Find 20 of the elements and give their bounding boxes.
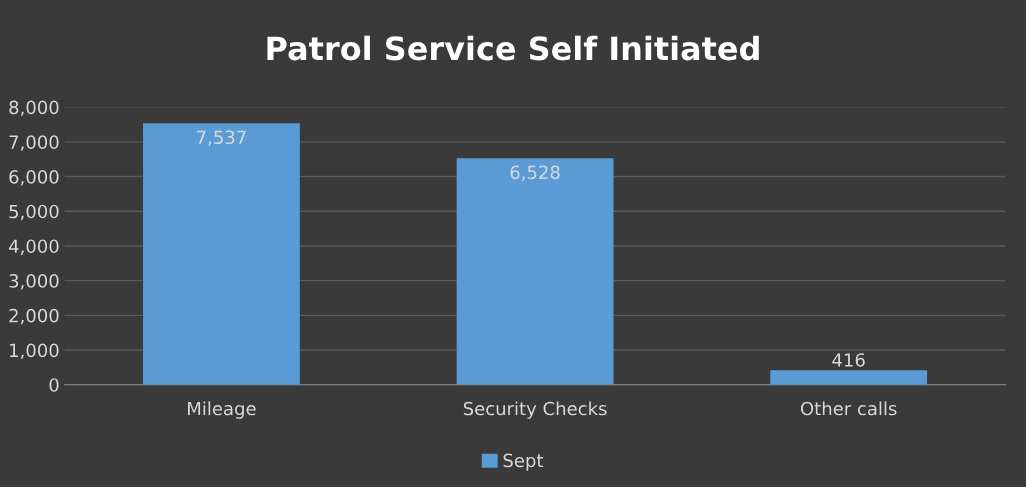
legend-label: Sept <box>503 453 544 471</box>
y-tick-label: 0 <box>49 378 59 392</box>
data-label: 416 <box>832 353 865 367</box>
bar <box>143 123 300 385</box>
x-tick-label: Security Checks <box>463 401 607 419</box>
bar <box>456 158 614 385</box>
y-tick-label: 5,000 <box>9 204 59 221</box>
x-tick-label: Other calls <box>800 401 897 416</box>
chart-title: Patrol Service Self Initiated <box>267 35 759 61</box>
y-tick-label: 4,000 <box>8 239 59 255</box>
y-tick-label: 1,000 <box>10 343 59 359</box>
y-tick-label: 8,000 <box>9 100 59 117</box>
bar <box>770 370 928 385</box>
data-label: 7,537 <box>197 130 246 146</box>
data-label: 6,528 <box>510 165 560 181</box>
y-tick-label: 7,000 <box>9 135 59 151</box>
x-tick-label: Mileage <box>188 401 256 419</box>
y-tick-label: 2,000 <box>9 308 59 325</box>
y-tick-label: 6,000 <box>9 170 59 186</box>
y-tick-label: 3,000 <box>9 274 59 290</box>
